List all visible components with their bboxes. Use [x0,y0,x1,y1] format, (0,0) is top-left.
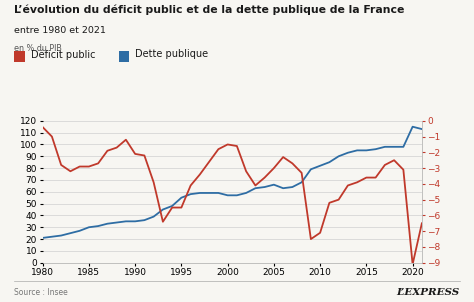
Text: Déficit public: Déficit public [31,49,95,59]
Text: L’EXPRESS: L’EXPRESS [397,288,460,297]
Text: Source : Insee: Source : Insee [14,288,68,297]
Text: en % du PIB: en % du PIB [14,44,62,53]
Text: Dette publique: Dette publique [135,49,208,59]
Text: entre 1980 et 2021: entre 1980 et 2021 [14,26,106,35]
Text: L’évolution du déficit public et de la dette publique de la France: L’évolution du déficit public et de la d… [14,5,405,15]
